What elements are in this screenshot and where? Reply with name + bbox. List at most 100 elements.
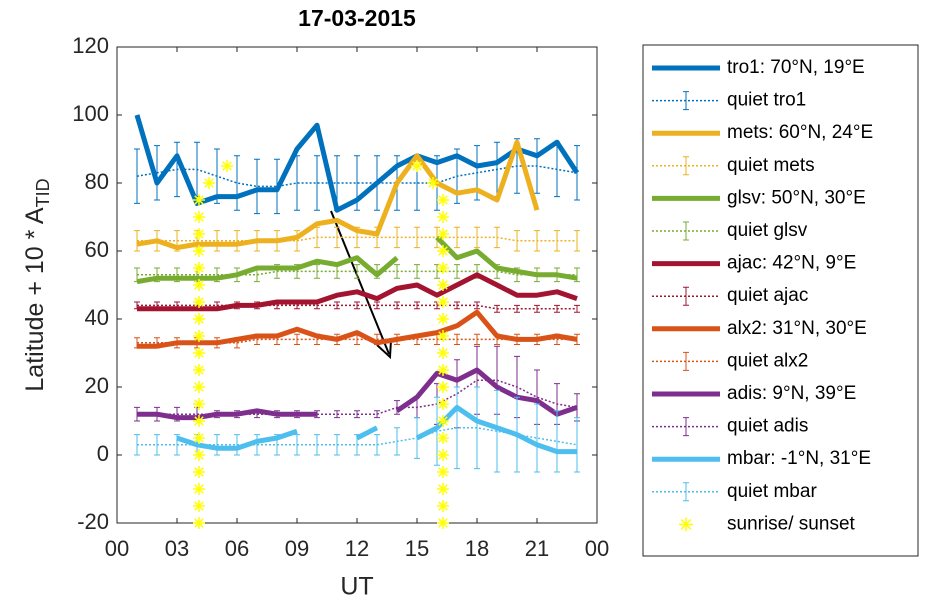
sun-marker (193, 483, 205, 495)
sun-marker (437, 330, 449, 342)
legend-swatch (683, 351, 689, 371)
y-tick-label: 60 (85, 237, 109, 262)
sun-marker (437, 364, 449, 376)
error-bar (314, 155, 320, 211)
sun-marker (437, 398, 449, 410)
error-bar (294, 155, 300, 211)
annotation-arrow-head (376, 339, 392, 360)
error-bar (494, 389, 500, 473)
sun-marker (411, 160, 423, 172)
sun-marker (437, 279, 449, 291)
sun-marker (193, 347, 205, 359)
sun-marker (193, 466, 205, 478)
y-axis-label-sub: TID (33, 178, 53, 207)
legend-label: quiet tro1 (727, 90, 806, 111)
sun-marker (193, 517, 205, 529)
error-bar (574, 417, 580, 473)
sun-marker (437, 296, 449, 308)
legend-swatch (683, 156, 689, 176)
sun-marker (193, 245, 205, 257)
sun-marker (437, 194, 449, 206)
legend-label: quiet glsv (727, 220, 808, 241)
sun-marker (437, 415, 449, 427)
y-axis-label: Latitude + 10 * ATID (21, 178, 53, 391)
sun-marker (193, 228, 205, 240)
error-bar (554, 410, 560, 473)
legend-swatch (683, 91, 689, 111)
sun-marker (203, 177, 215, 189)
legend-swatch (683, 417, 689, 437)
legend-label: mets: 60°N, 24°E (727, 122, 873, 143)
sun-marker (193, 296, 205, 308)
error-bar (274, 158, 280, 215)
y-tick-label: 80 (85, 169, 109, 194)
legend-swatch (683, 482, 689, 502)
y-axis-label-main: Latitude + 10 * A (21, 207, 49, 392)
sun-marker (437, 449, 449, 461)
sun-marker (437, 313, 449, 325)
error-bar (514, 396, 520, 473)
y-tick-label: 100 (72, 101, 109, 126)
x-tick-label: 00 (585, 536, 609, 561)
x-tick-label: 12 (345, 536, 369, 561)
sun-marker (193, 398, 205, 410)
sun-marker (437, 347, 449, 359)
annotation-arrow (330, 210, 390, 355)
sun-marker (437, 381, 449, 393)
y-tick-label: 20 (85, 373, 109, 398)
sun-marker (437, 211, 449, 223)
y-tick-label: -20 (77, 509, 109, 534)
legend-box (642, 44, 919, 557)
sun-marker (193, 381, 205, 393)
error-bar (534, 403, 540, 473)
x-tick-label: 00 (105, 536, 129, 561)
x-tick-label: 09 (285, 536, 309, 561)
sun-marker (193, 211, 205, 223)
legend-swatch (679, 517, 693, 532)
legend-label: quiet adis (727, 416, 808, 437)
legend-label: alx2: 31°N, 30°E (727, 318, 867, 339)
legend-label: quiet mets (727, 155, 815, 176)
x-tick-label: 21 (525, 536, 549, 561)
quiet-line (137, 304, 577, 310)
quiet-line (137, 427, 578, 446)
sun-marker (193, 449, 205, 461)
legend-swatch (683, 221, 689, 241)
x-tick-label: 15 (405, 536, 429, 561)
sun-marker (437, 228, 449, 240)
sun-marker (193, 432, 205, 444)
error-bar (254, 158, 260, 215)
error-bar (334, 155, 340, 211)
sun-marker (193, 364, 205, 376)
legend-label: sunrise/ sunset (727, 513, 856, 534)
error-bar (374, 155, 380, 211)
legend-label: glsv: 50°N, 30°E (727, 187, 866, 208)
sun-marker (193, 313, 205, 325)
sun-marker (437, 466, 449, 478)
plot-data (134, 114, 580, 529)
legend-label: mbar: -1°N, 31°E (727, 448, 871, 469)
legend-label: adis: 9°N, 39°E (727, 383, 856, 404)
sun-marker (437, 500, 449, 512)
sun-marker (193, 262, 205, 274)
x-tick-label: 06 (225, 536, 249, 561)
sun-marker (221, 160, 233, 172)
chart-title: 17-03-2015 (298, 5, 416, 31)
sun-marker (437, 483, 449, 495)
error-bar (354, 155, 360, 211)
legend-label: tro1: 70°N, 19°E (727, 57, 865, 78)
x-axis-label: UT (340, 573, 373, 601)
y-tick-label: 120 (72, 33, 109, 58)
series-line (136, 139, 540, 251)
sun-marker (193, 194, 205, 206)
quiet-line (137, 379, 578, 415)
y-tick-label: 40 (85, 305, 109, 330)
sun-marker (437, 432, 449, 444)
series-line (137, 272, 578, 312)
error-bar (234, 155, 240, 211)
sun-marker (437, 245, 449, 257)
legend-label: quiet alx2 (727, 350, 808, 371)
legend-label: ajac: 42°N, 9°E (727, 253, 856, 274)
sun-marker (427, 177, 439, 189)
